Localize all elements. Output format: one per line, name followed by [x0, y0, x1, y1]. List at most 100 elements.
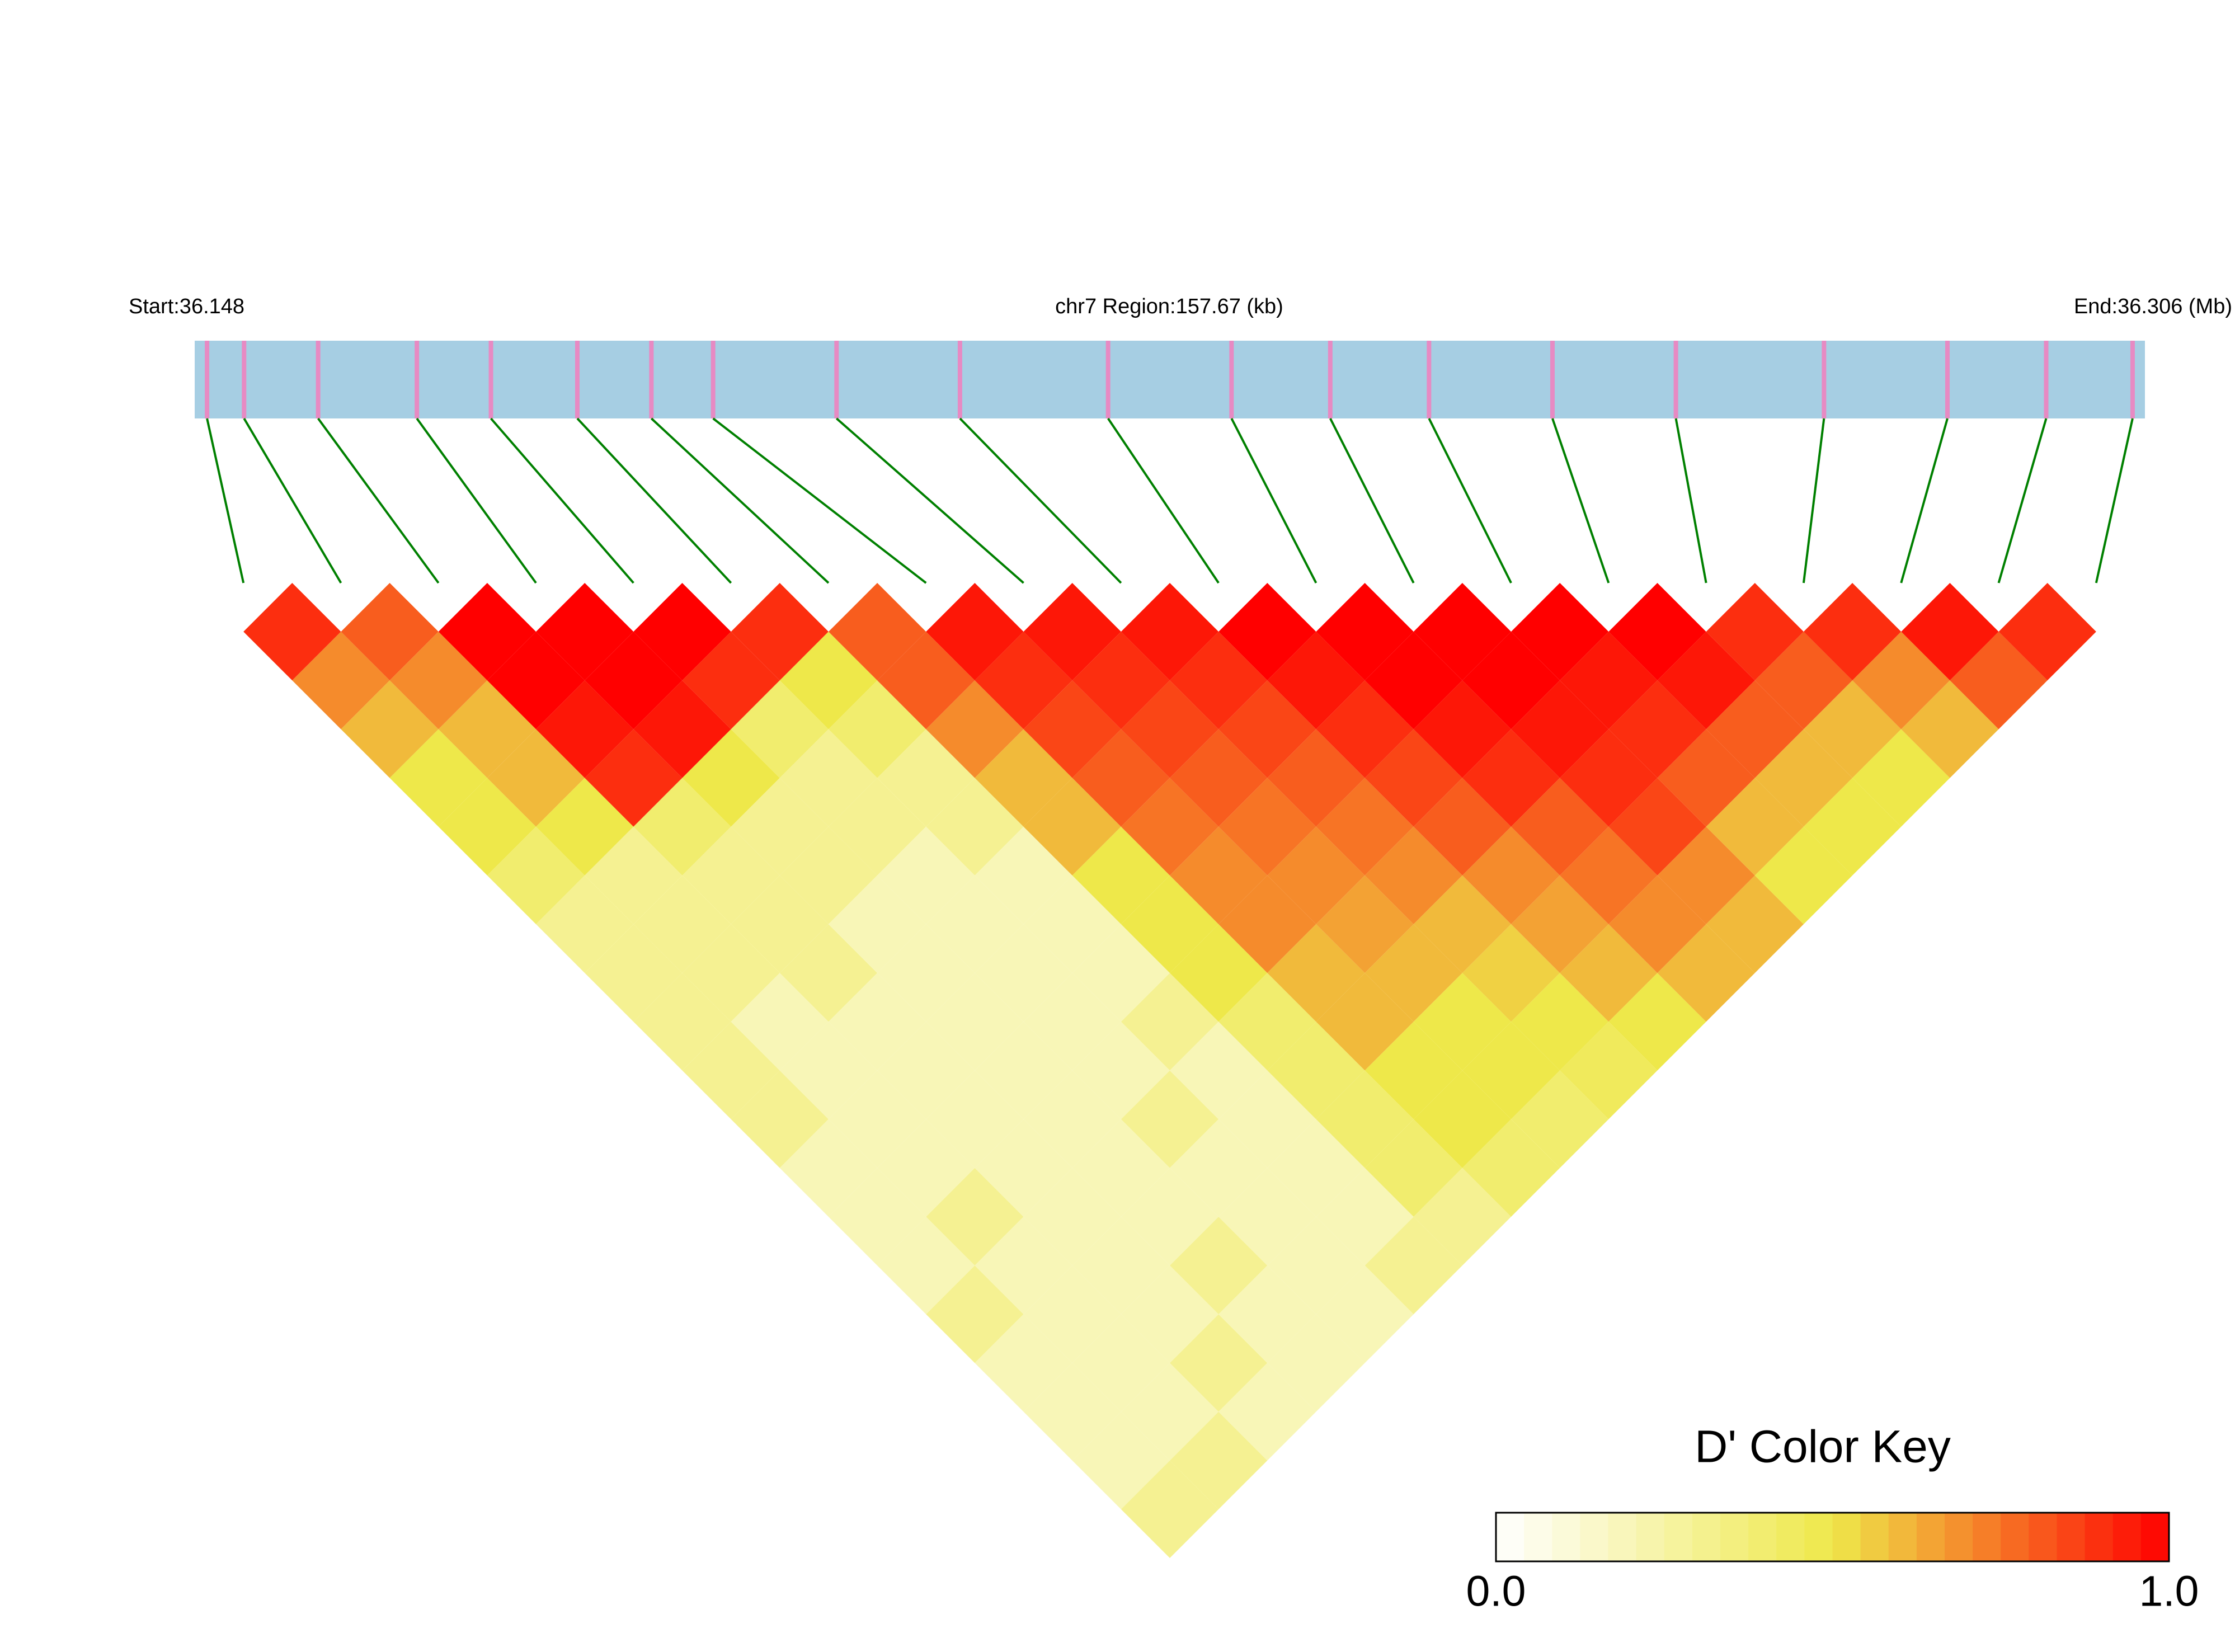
ld-cell — [1267, 729, 1365, 827]
ld-cell — [1511, 1070, 1609, 1168]
ld-cell — [1608, 778, 1706, 876]
ld-cell — [487, 826, 585, 925]
ld-cell — [1218, 973, 1316, 1071]
ld-cell — [1072, 1314, 1170, 1412]
key-step — [2029, 1513, 2057, 1561]
ld-cell — [1803, 778, 1902, 876]
key-step — [1664, 1513, 1693, 1561]
ld-cell — [1170, 1411, 1268, 1509]
ld-cell — [926, 1070, 1024, 1168]
ld-cell — [1170, 1314, 1268, 1412]
snp-link — [1551, 418, 1610, 583]
ld-cell — [1218, 1070, 1316, 1168]
ld-cell — [1364, 1216, 1462, 1315]
ld-cell — [975, 826, 1072, 925]
key-step — [1608, 1513, 1637, 1561]
ld-cell — [1072, 729, 1170, 827]
ld-cell — [1267, 1216, 1365, 1315]
ld-cell — [1413, 778, 1512, 876]
ld-cell — [1754, 729, 1853, 827]
start-label: Start:36.148 — [129, 295, 244, 318]
snp-stripe — [834, 341, 839, 418]
ld-cell — [1608, 583, 1706, 681]
ld-cell — [1218, 583, 1316, 681]
ld-cell — [926, 973, 1024, 1071]
key-step — [2112, 1513, 2142, 1561]
ld-cell — [1511, 680, 1609, 778]
key-step — [1636, 1513, 1665, 1561]
ld-cell — [1121, 583, 1219, 681]
snp-link — [712, 417, 927, 584]
snp-link — [650, 417, 830, 584]
ld-cell — [1170, 924, 1268, 1022]
ld-cell — [1316, 1070, 1414, 1168]
ld-cell — [1560, 826, 1658, 925]
ld-cell — [1316, 583, 1414, 681]
ld-cell — [828, 680, 926, 778]
ld-cell — [877, 1022, 975, 1119]
ld-cell — [1754, 632, 1853, 729]
ld-cell — [292, 632, 390, 729]
ld-cell — [438, 680, 537, 778]
snp-stripe — [575, 341, 580, 418]
ld-cell — [1364, 826, 1462, 925]
ld-cell — [1121, 778, 1219, 876]
snp-stripe — [415, 341, 420, 418]
ld-cell — [1462, 1022, 1560, 1119]
snp-stripe — [2044, 341, 2049, 418]
ld-cell — [1218, 1363, 1316, 1461]
ld-cell — [1413, 1070, 1512, 1168]
ld-cell — [1023, 583, 1121, 681]
key-step — [2085, 1513, 2114, 1561]
ld-cell — [828, 1070, 926, 1168]
ld-cell — [682, 826, 780, 925]
snp-stripe — [1427, 341, 1432, 418]
ld-cell — [1267, 924, 1365, 1022]
ld-cell — [1170, 729, 1268, 827]
ld-cell — [1170, 1022, 1268, 1119]
ld-cell — [1706, 875, 1804, 973]
ld-cell — [1462, 1119, 1560, 1217]
ld-cell — [926, 583, 1024, 681]
snp-stripe — [957, 341, 962, 418]
ld-cell — [536, 680, 634, 778]
ld-cell — [1072, 826, 1170, 925]
ld-cell — [536, 875, 634, 973]
ld-cell — [1023, 1265, 1121, 1363]
ld-cell — [1170, 1216, 1268, 1315]
ld-cell — [731, 778, 829, 876]
key-step — [1832, 1513, 1861, 1561]
ld-cell — [487, 632, 585, 729]
snp-link — [1802, 418, 1825, 583]
snp-stripe — [1105, 341, 1111, 418]
ld-cell — [1657, 924, 1755, 1022]
ld-cell — [1462, 826, 1560, 925]
ld-cell — [341, 583, 439, 681]
ld-cell — [1998, 583, 2096, 681]
ld-cell — [585, 632, 683, 729]
region-label: chr7 Region:157.67 (kb) — [1055, 295, 1283, 318]
ld-cell — [1023, 1070, 1121, 1168]
ld-cell — [1023, 680, 1121, 778]
snp-link — [1674, 418, 1707, 583]
ld-cell — [633, 778, 731, 876]
ld-cell — [1267, 1314, 1365, 1412]
snp-stripe — [242, 341, 247, 418]
ld-cell — [1511, 778, 1609, 876]
key-tick-label: 1.0 — [2139, 1567, 2199, 1615]
ld-cell — [1170, 826, 1268, 925]
snp-stripe — [1229, 341, 1234, 418]
ld-cell — [1267, 632, 1365, 729]
ld-cell — [1023, 1168, 1121, 1266]
key-step — [1945, 1513, 1973, 1561]
key-step — [1804, 1513, 1833, 1561]
ld-cell — [828, 973, 926, 1071]
ld-cell — [1511, 875, 1609, 973]
ld-cell — [585, 826, 683, 925]
snp-link — [959, 417, 1122, 584]
snp-stripe — [1328, 341, 1333, 418]
ld-cell — [1413, 973, 1512, 1071]
ld-cell — [1170, 1119, 1268, 1217]
snp-stripe — [1822, 341, 1827, 418]
snp-link — [1997, 418, 2048, 583]
